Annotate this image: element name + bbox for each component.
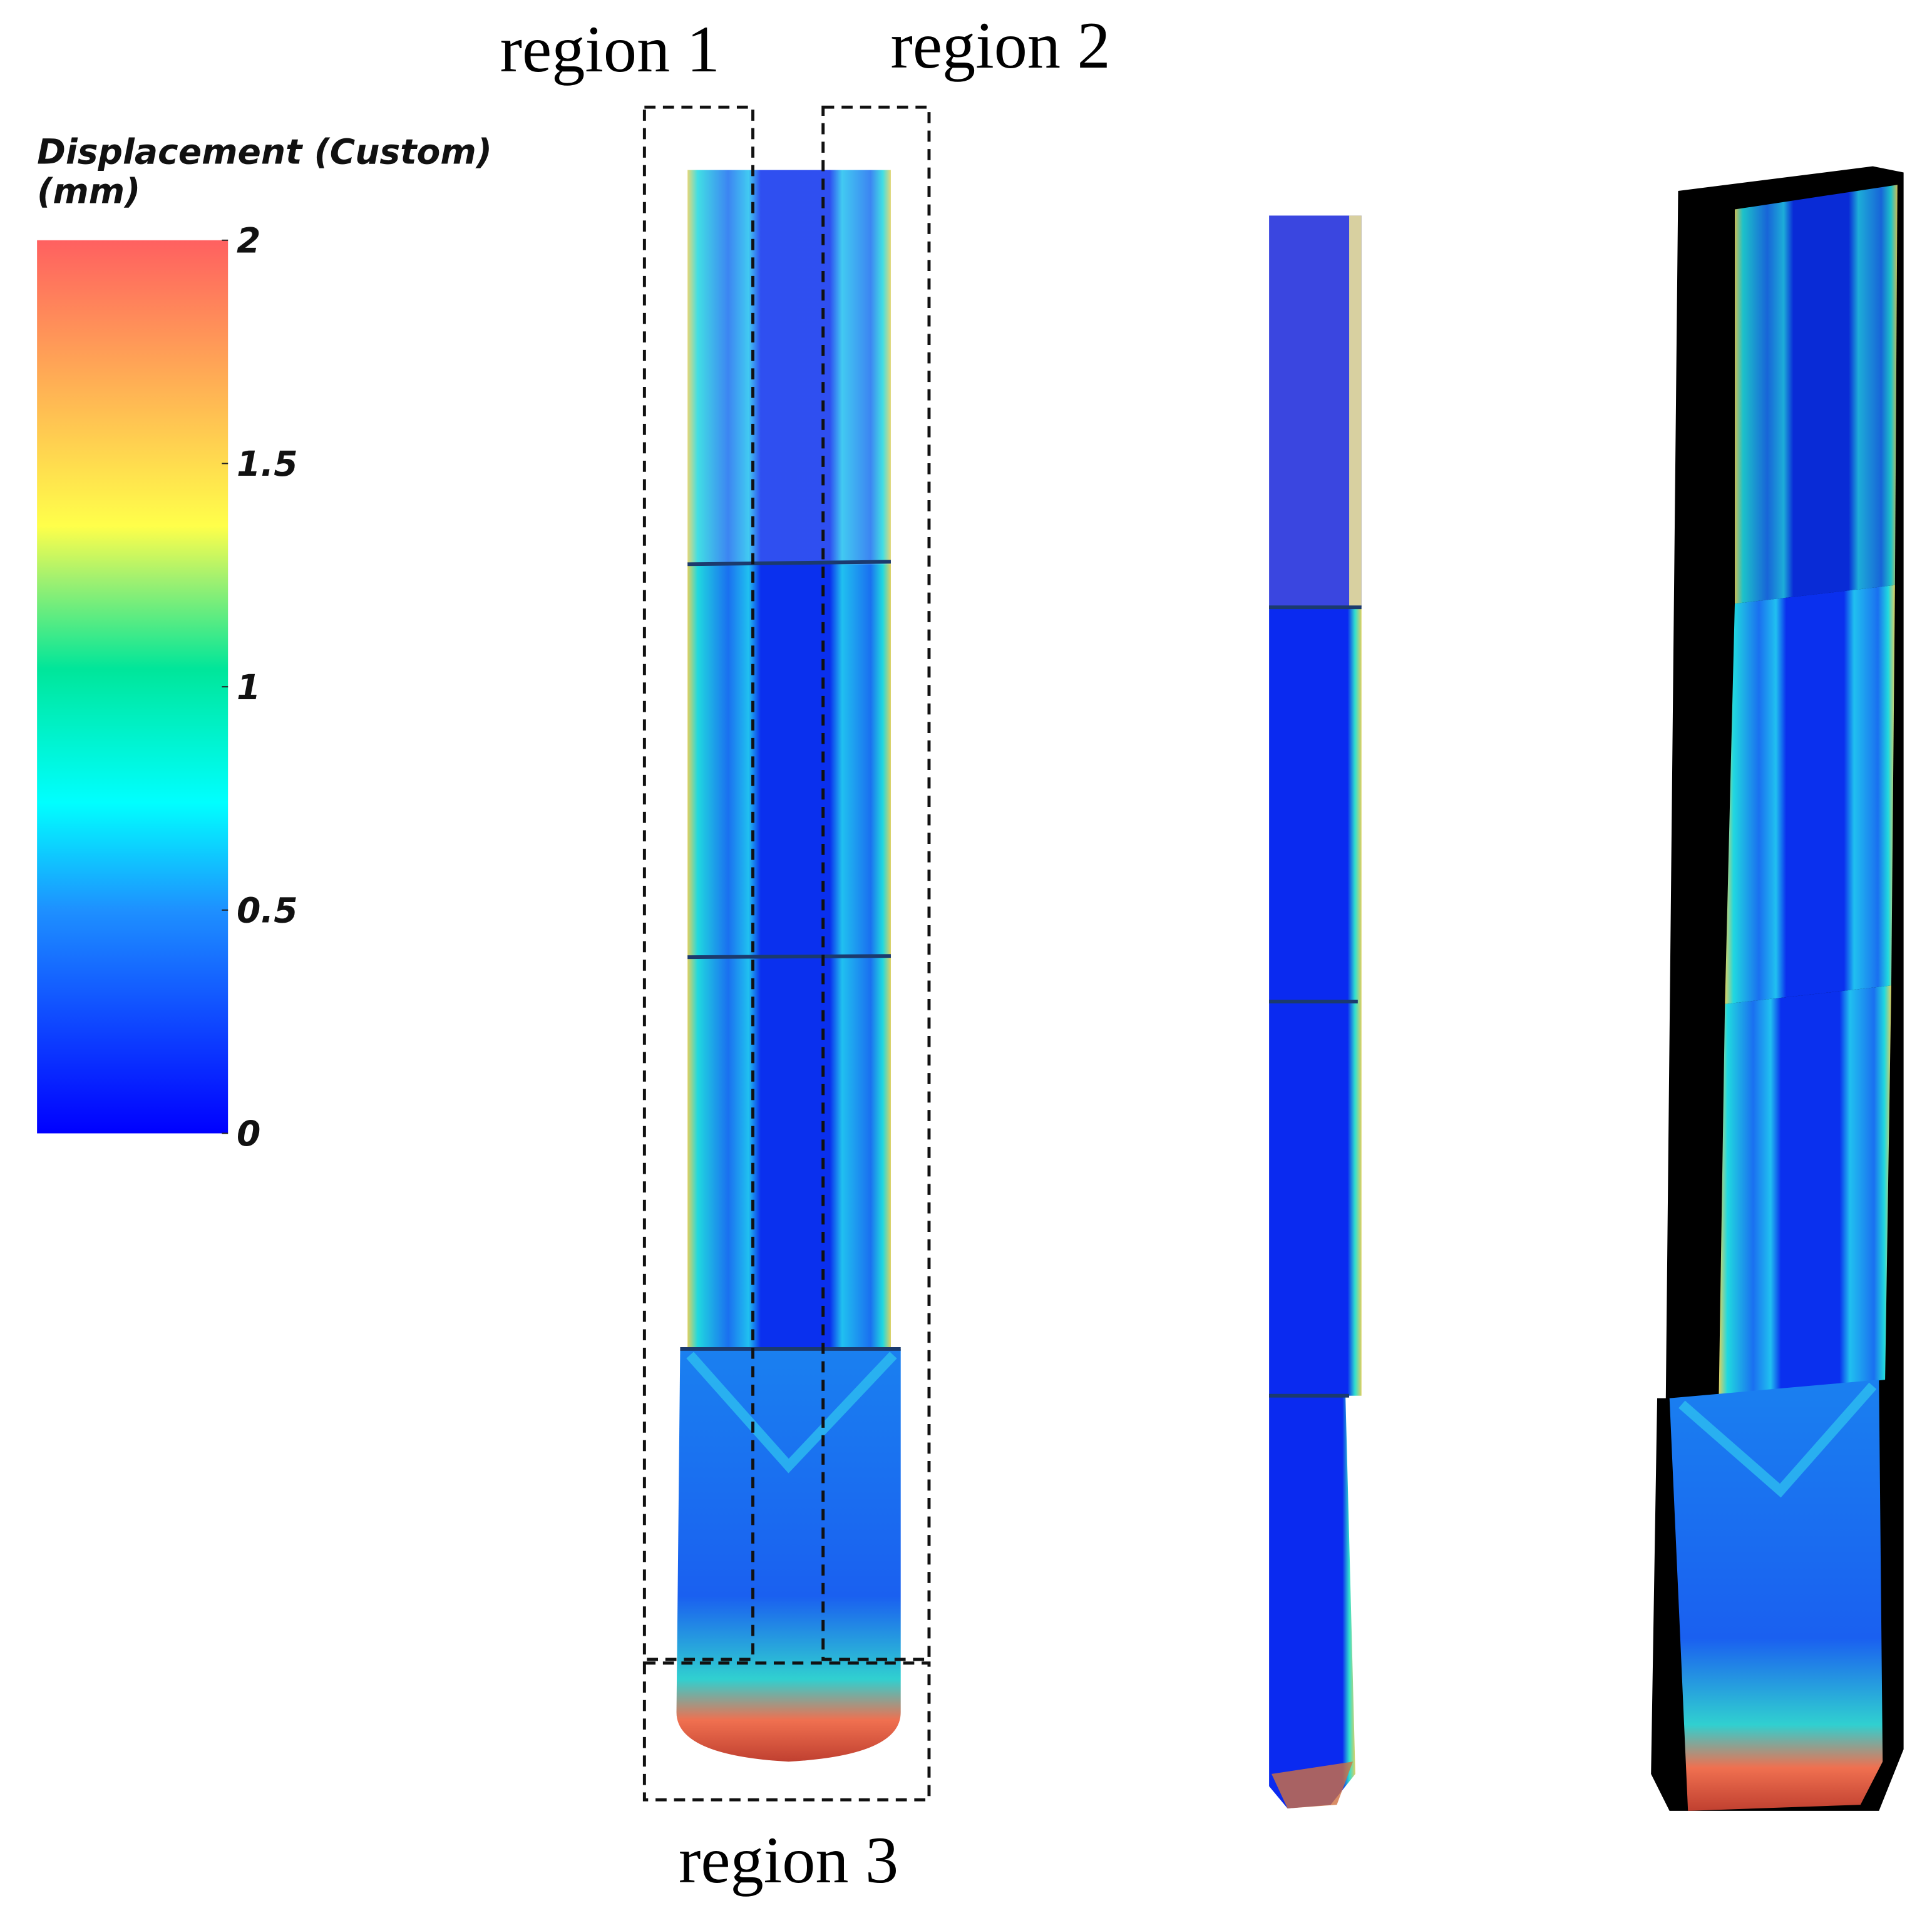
colorbar-tick-label: 0 (237, 1114, 260, 1154)
colorbar-tick-label: 2 (237, 220, 260, 260)
region-label: region 3 (679, 1823, 898, 1897)
region-label: region 1 (500, 12, 720, 86)
colorbar (37, 240, 229, 1134)
colorbar-tick-label: 1.5 (237, 444, 298, 484)
model-side (1269, 215, 1362, 1808)
colorbar-ticks: 0 0.5 1 1.5 2 (222, 220, 298, 1154)
legend-title: Displacement (Custom) (37, 132, 492, 172)
region-box (821, 105, 931, 1661)
colorbar-tick-label: 1 (237, 667, 260, 707)
model-iso (1651, 166, 1904, 1811)
model-front (676, 170, 901, 1762)
region-label: region 2 (891, 8, 1111, 82)
region-box (642, 1661, 931, 1802)
legend-unit: (mm) (37, 172, 140, 212)
colorbar-tick-label: 0.5 (237, 891, 298, 931)
